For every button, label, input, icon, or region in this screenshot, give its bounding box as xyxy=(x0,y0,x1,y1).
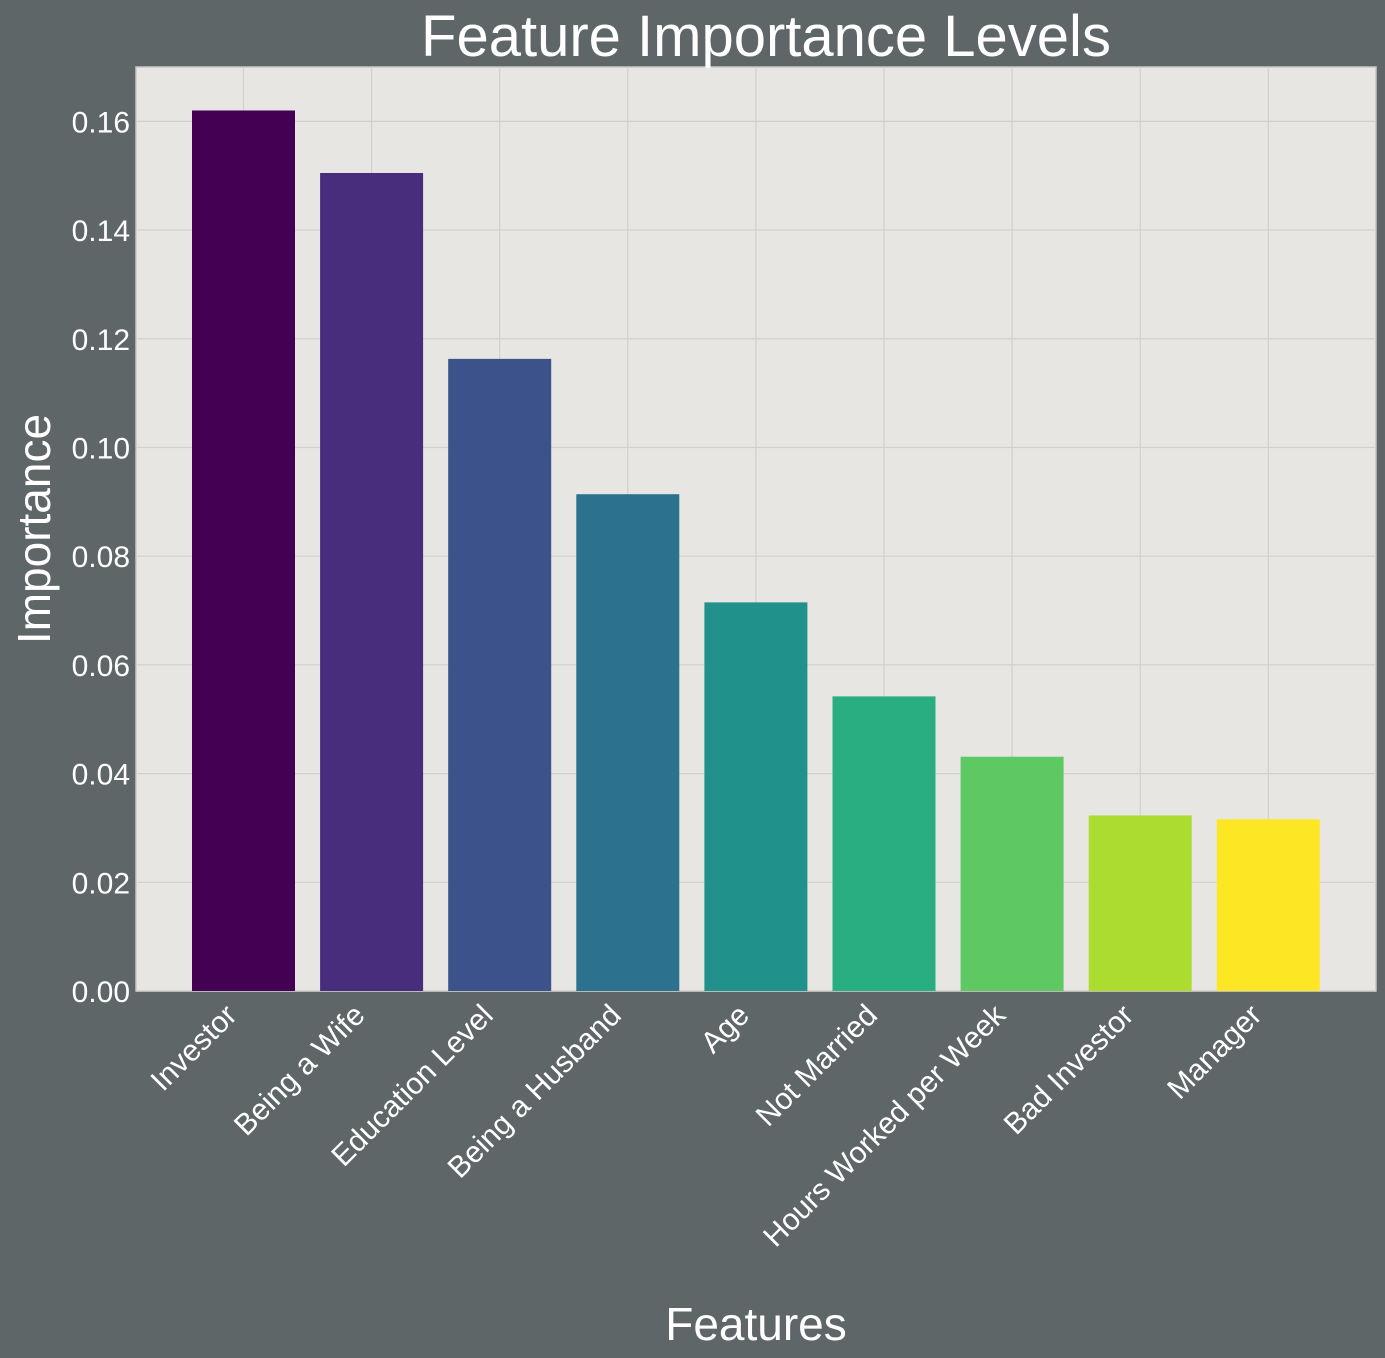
bar xyxy=(1216,819,1320,991)
x-tick-label: Being a Wife xyxy=(228,999,372,1143)
y-tick-label: 0.16 xyxy=(72,106,130,139)
bar xyxy=(1088,815,1192,991)
x-tick-label: Hours Worked per Week xyxy=(757,998,1013,1254)
y-tick-label: 0.12 xyxy=(72,324,130,357)
x-tick-label: Bad Investor xyxy=(998,999,1140,1141)
bar xyxy=(576,494,680,991)
x-tick-label: Age xyxy=(695,999,756,1060)
bar xyxy=(320,172,424,992)
bar xyxy=(832,696,936,991)
bar xyxy=(960,756,1064,991)
x-tick-label: Manager xyxy=(1161,999,1268,1106)
y-tick-label: 0.10 xyxy=(72,432,130,465)
chart-title: Feature Importance Levels xyxy=(421,4,1111,69)
bar xyxy=(448,358,552,991)
x-tick-label: Investor xyxy=(145,999,244,1098)
bar xyxy=(192,110,295,991)
y-tick-label: 0.04 xyxy=(72,759,130,792)
bars-group xyxy=(192,110,1320,992)
y-tick-label: 0.06 xyxy=(72,650,130,683)
y-axis-label: Importance xyxy=(8,414,60,644)
y-tick-label: 0.08 xyxy=(72,541,130,574)
x-axis-label: Features xyxy=(665,1298,847,1350)
bar xyxy=(704,602,808,991)
x-tick-label: Not Married xyxy=(750,999,884,1133)
y-tick-label: 0.14 xyxy=(72,215,130,248)
y-tick-label: 0.02 xyxy=(72,867,130,900)
y-tick-label: 0.00 xyxy=(72,976,130,1009)
